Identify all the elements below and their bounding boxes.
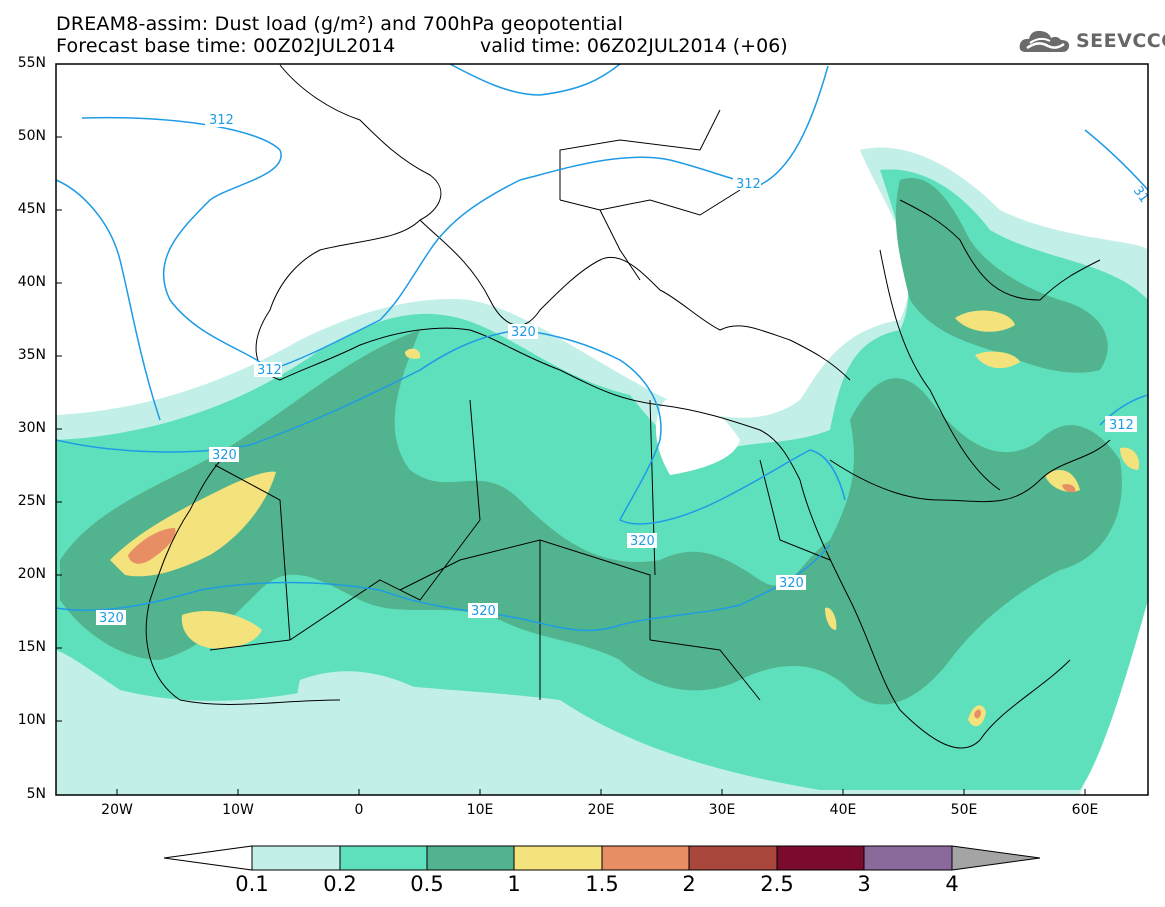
colorbar-label: 2 <box>682 872 696 896</box>
contour-320-north <box>56 329 846 525</box>
colorbar-segment <box>513 845 603 871</box>
lat-label: 25N <box>17 493 46 509</box>
colorbar-label: 2.5 <box>760 872 794 896</box>
colorbar-label: 0.1 <box>235 872 269 896</box>
colorbar-lower-arrow <box>163 845 253 871</box>
lon-label: 30E <box>708 802 736 818</box>
contour-label: 320 <box>471 604 496 619</box>
colorbar-segment <box>776 845 865 871</box>
contour-label: 320 <box>99 611 124 626</box>
axis-ticks <box>56 63 1086 796</box>
lon-label: 10W <box>222 802 254 818</box>
contour-label: 320 <box>511 325 536 340</box>
colorbar-label: 0.5 <box>410 872 444 896</box>
clear-area-egypt <box>655 399 740 475</box>
dust-level-1-iran2 <box>975 351 1020 369</box>
lat-label: 40N <box>17 274 46 290</box>
colorbar-segment <box>601 845 690 871</box>
dust-level-1-mali <box>181 610 262 649</box>
colorbar-segment <box>426 845 515 871</box>
colorbar-label: 3 <box>857 872 871 896</box>
lat-label: 30N <box>17 420 46 436</box>
lon-label: 60E <box>1071 802 1099 818</box>
clear-area-west-africa <box>297 671 420 745</box>
colorbar-label: 1 <box>507 872 521 896</box>
contour-label: 320 <box>779 576 804 591</box>
lat-label: 50N <box>17 128 46 144</box>
forecast-base-time: Forecast base time: 00Z02JUL2014 <box>56 35 396 57</box>
dust-level-1-pak <box>1120 447 1140 470</box>
dust-level-0.5 <box>60 330 1122 705</box>
lon-label: 40E <box>829 802 857 818</box>
dust-level-1.5-gulf <box>1062 484 1076 493</box>
colorbar-segment <box>863 845 953 871</box>
lon-label: 20W <box>101 802 133 818</box>
colorbar-label: 0.2 <box>323 872 357 896</box>
dust-fields <box>56 147 1148 795</box>
dust-level-1-iran <box>955 310 1015 332</box>
colorbar-label: 1.5 <box>585 872 619 896</box>
contour-312-north <box>449 64 621 96</box>
cloud-logo-icon <box>1019 30 1070 52</box>
dust-level-1-n-africa <box>405 348 421 359</box>
contour-312-east <box>1084 129 1148 191</box>
dust-level-0.5-caspian <box>895 178 1108 373</box>
lat-label: 45N <box>17 201 46 217</box>
colorbar-label: 4 <box>945 872 959 896</box>
colorbar-segment <box>251 845 341 871</box>
dust-level-1-redsea <box>825 607 837 630</box>
contour-labels: 312 312 312 312 31 320 320 320 320 320 3… <box>96 112 1152 626</box>
contour-label: 320 <box>212 448 237 463</box>
contour-label: 320 <box>630 534 655 549</box>
lon-label: 20E <box>587 802 615 818</box>
map-title: DREAM8-assim: Dust load (g/m²) and 700hP… <box>56 13 624 35</box>
colorbar-segment <box>688 845 778 871</box>
lat-label: 35N <box>17 347 46 363</box>
lat-label: 10N <box>17 712 46 728</box>
logo-text: SEEVCCC <box>1076 30 1165 52</box>
contour-312-gulf <box>1099 394 1148 426</box>
lon-label: 0 <box>354 802 364 818</box>
valid-time: valid time: 06Z02JUL2014 (+06) <box>480 35 788 57</box>
lon-label: 50E <box>950 802 978 818</box>
colorbar-segment <box>339 845 428 871</box>
lat-label: 55N <box>17 55 46 71</box>
contour-label: 312 <box>736 177 761 192</box>
colorbar-upper-arrow <box>951 845 1041 871</box>
colorbar <box>163 845 1041 871</box>
seevccc-logo: SEEVCCC <box>1018 26 1165 56</box>
lat-label: 15N <box>17 639 46 655</box>
coastlines <box>145 64 1111 749</box>
contour-312-west <box>56 179 161 421</box>
contour-label: 312 <box>1109 418 1134 433</box>
lat-label: 20N <box>17 566 46 582</box>
lat-label: 5N <box>26 786 46 802</box>
dust-level-1.5-somalia <box>974 709 981 719</box>
lon-label: 10E <box>466 802 494 818</box>
contour-label: 312 <box>209 113 234 128</box>
contour-312-atlantic <box>81 65 829 371</box>
contour-label: 312 <box>257 363 282 378</box>
dust-level-1.5-sahara <box>128 528 176 564</box>
